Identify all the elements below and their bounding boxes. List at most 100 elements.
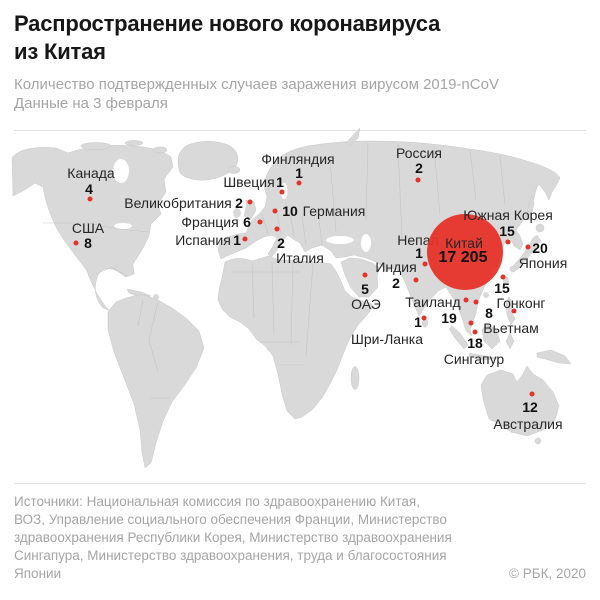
marker-value-singapore: 18 [467, 335, 483, 351]
marker-label-south-korea: Южная Корея [463, 207, 553, 223]
marker-value-south-korea: 15 [499, 223, 515, 239]
landmass-iceland [227, 166, 241, 174]
marker-dot-sweden [279, 189, 285, 195]
sources-line: здравоохранения Республики Корея, Минист… [14, 530, 452, 545]
marker-value-spain: 1 [233, 232, 241, 248]
landmass-south-america [107, 293, 205, 469]
marker-value-germany: 10 [282, 203, 298, 219]
landmass-sumatra [448, 325, 469, 350]
marker-label-canada: Канада [67, 165, 115, 181]
landmass-japan [512, 234, 542, 271]
marker-dot-russia [415, 177, 421, 183]
marker-value-hong-kong: 15 [494, 280, 510, 296]
marker-dot-canada [87, 196, 93, 202]
caspian-sea [361, 234, 371, 252]
marker-dot-italy [274, 226, 280, 232]
marker-dot-nepal [422, 261, 428, 267]
marker-label-usa: США [71, 220, 105, 236]
marker-value-sri-lanka: 1 [414, 314, 422, 330]
sources-line: Сингапура, Министерство здравоохранения,… [14, 548, 447, 563]
marker-value-italy: 2 [277, 235, 285, 251]
landmass-hokkaido [535, 223, 545, 233]
marker-dot-south-korea [505, 239, 511, 245]
marker-value-australia: 12 [522, 399, 538, 415]
marker-value-russia: 2 [415, 160, 423, 176]
marker-dot-japan [525, 244, 531, 250]
landmass-madagascar [350, 366, 360, 390]
marker-label-russia: Россия [396, 145, 442, 161]
marker-label-australia: Австралия [493, 416, 563, 432]
marker-dot-australia [529, 391, 535, 397]
sources-line: Японии [14, 566, 62, 581]
marker-dot-spain [242, 236, 248, 242]
marker-dot-singapore [472, 329, 478, 335]
sources-line: Источники: Национальная комиссия по здра… [14, 494, 420, 509]
marker-label-china: Китай [445, 235, 483, 251]
subtitle-line-1: Количество подтвержденных случаев зараже… [14, 76, 499, 93]
subtitle-line-2: Данные на 3 февраля [14, 95, 168, 112]
marker-value-japan: 20 [532, 240, 548, 256]
page-title: Распространение нового коронавируса из Ки… [14, 10, 586, 66]
marker-label-germany: Германия [302, 203, 366, 219]
marker-dot-unlabeled-1 [468, 320, 474, 326]
landmass-sakhalin [525, 194, 535, 221]
great-lakes [114, 223, 132, 229]
marker-value-india: 2 [392, 275, 400, 291]
marker-label-finland: Финляндия [261, 151, 335, 167]
marker-value-sweden: 1 [276, 174, 284, 190]
marker-value-canada: 4 [85, 181, 93, 197]
black-sea [326, 236, 354, 244]
landmass-taiwan [503, 276, 509, 286]
marker-label-thailand: Таиланд [405, 294, 461, 310]
header-divider [14, 130, 586, 131]
marker-dot-finland [296, 180, 302, 186]
marker-value-china: 17 205 [438, 249, 488, 266]
china-bubble [427, 214, 503, 290]
landmass-greenland [177, 141, 239, 181]
marker-label-uae: ОАЭ [351, 296, 381, 312]
marker-label-vietnam: Вьетнам [483, 320, 539, 336]
marker-value-finland: 1 [295, 165, 303, 181]
landmass-uk [243, 199, 257, 220]
marker-dot-germany [272, 208, 278, 214]
marker-label-hong-kong: Гонконг [496, 295, 546, 311]
marker-label-singapore: Сингапур [443, 351, 505, 367]
landmass-novaya-zemlya [345, 127, 361, 147]
landmass-arabia [340, 257, 380, 298]
marker-dot-uk [247, 199, 253, 205]
marker-value-uae: 5 [361, 281, 369, 297]
marker-dot-sri-lanka [421, 315, 427, 321]
marker-value-usa: 8 [84, 235, 92, 251]
marker-label-spain: Испания [175, 232, 231, 248]
landmass-africa [217, 255, 375, 420]
marker-dot-usa [73, 240, 79, 246]
marker-label-uk: Великобритания [124, 195, 232, 211]
title-line-2: из Китая [14, 39, 106, 64]
marker-dot-hong-kong [500, 274, 506, 280]
landmass-arctic-islands [80, 142, 112, 150]
landmass-java [468, 352, 498, 361]
sources-line: ВОЗ, Управление социального обеспечения … [14, 512, 447, 527]
marker-dot-thailand [463, 297, 469, 303]
marker-value-france: 6 [243, 214, 251, 230]
marker-dot-france [257, 219, 263, 225]
marker-label-france: Франция [181, 214, 239, 230]
copyright: © РБК, 2020 [509, 566, 586, 581]
marker-dot-india [413, 277, 419, 283]
marker-label-sri-lanka: Шри-Ланка [350, 331, 424, 347]
marker-label-sweden: Швеция [223, 174, 275, 190]
landmass-tasmania [534, 437, 542, 445]
landmass-borneo [481, 323, 501, 350]
landmass-philippines [505, 296, 516, 326]
country-borders [43, 142, 506, 399]
landmass-new-guinea [536, 349, 572, 365]
hudson-bay [113, 159, 129, 183]
marker-value-thailand: 19 [441, 310, 457, 326]
landmass-australia [480, 365, 560, 437]
marker-label-italy: Италия [276, 250, 324, 266]
title-line-1: Распространение нового коронавируса [14, 11, 441, 36]
landmass-hainan [483, 292, 489, 298]
marker-value-uk: 2 [235, 195, 243, 211]
